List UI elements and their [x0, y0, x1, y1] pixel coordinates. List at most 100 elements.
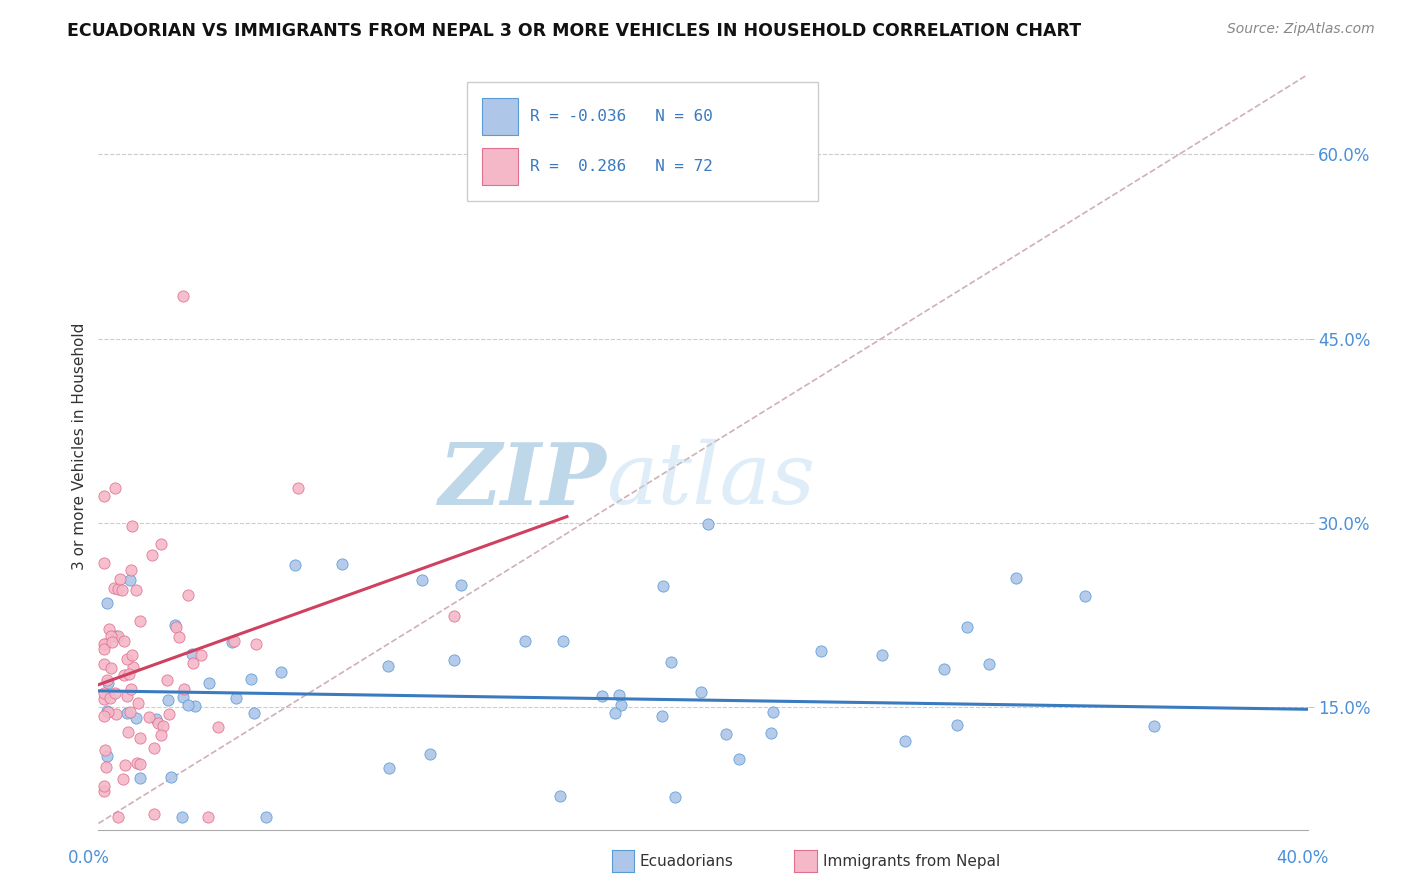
Point: [411, 574, 433, 588]
Point: [122, 660, 145, 674]
Point: [156, 673, 179, 687]
Point: [165, 620, 187, 634]
Y-axis label: 3 or more Vehicles in Household: 3 or more Vehicles in Household: [72, 322, 87, 570]
Point: [284, 558, 307, 573]
Point: [94, 743, 117, 757]
Point: [104, 629, 127, 643]
Point: [377, 659, 399, 673]
Point: [240, 672, 263, 686]
Point: [120, 573, 142, 587]
Point: [548, 789, 571, 804]
Point: [104, 481, 127, 495]
Point: [93, 641, 115, 656]
Point: [96, 759, 118, 773]
Point: [120, 682, 142, 697]
Text: Source: ZipAtlas.com: Source: ZipAtlas.com: [1227, 22, 1375, 37]
Point: [93, 637, 115, 651]
Point: [152, 719, 174, 733]
Point: [93, 709, 115, 723]
Point: [142, 740, 165, 755]
Point: [103, 582, 125, 596]
Text: ECUADORIAN VS IMMIGRANTS FROM NEPAL 3 OR MORE VEHICLES IN HOUSEHOLD CORRELATION : ECUADORIAN VS IMMIGRANTS FROM NEPAL 3 OR…: [67, 22, 1081, 40]
Bar: [482, 98, 517, 136]
Point: [761, 726, 783, 740]
Point: [117, 706, 139, 720]
Text: 40.0%: 40.0%: [1277, 849, 1329, 867]
Point: [100, 661, 122, 675]
Point: [173, 681, 195, 696]
Point: [108, 572, 131, 586]
Point: [93, 557, 115, 571]
Point: [150, 728, 173, 742]
Point: [956, 620, 979, 634]
Point: [167, 630, 190, 644]
Point: [287, 481, 309, 495]
Point: [93, 657, 115, 671]
Point: [607, 688, 630, 702]
Point: [225, 690, 247, 705]
Point: [93, 685, 115, 699]
Point: [128, 772, 150, 786]
Point: [93, 784, 115, 798]
Point: [651, 709, 673, 723]
Text: 0.0%: 0.0%: [67, 849, 110, 867]
Point: [172, 810, 194, 824]
Point: [129, 756, 152, 771]
Point: [591, 690, 613, 704]
Point: [117, 724, 139, 739]
Point: [977, 657, 1000, 671]
Point: [728, 752, 751, 766]
Point: [93, 637, 115, 651]
Point: [177, 698, 200, 712]
Point: [224, 633, 246, 648]
Point: [112, 772, 135, 786]
Point: [115, 690, 138, 704]
Point: [810, 643, 832, 657]
Point: [696, 517, 718, 532]
Point: [450, 578, 472, 592]
Point: [138, 709, 160, 723]
Point: [93, 489, 115, 503]
Point: [145, 712, 167, 726]
Point: [120, 563, 142, 577]
Point: [163, 617, 186, 632]
Point: [1074, 589, 1097, 603]
Point: [107, 629, 129, 643]
Point: [141, 548, 163, 562]
Text: R = -0.036   N = 60: R = -0.036 N = 60: [530, 110, 713, 124]
Point: [143, 806, 166, 821]
Text: atlas: atlas: [606, 439, 815, 522]
Point: [97, 705, 120, 719]
Point: [714, 727, 737, 741]
Point: [172, 690, 194, 705]
Point: [243, 706, 266, 721]
Point: [112, 633, 135, 648]
Point: [96, 704, 118, 718]
Point: [181, 657, 204, 671]
Point: [513, 634, 536, 648]
Point: [128, 731, 150, 746]
Point: [127, 756, 149, 771]
Point: [872, 648, 894, 663]
Point: [115, 651, 138, 665]
Point: [551, 634, 574, 648]
Point: [610, 698, 633, 713]
Bar: [482, 148, 517, 186]
Point: [690, 685, 713, 699]
Text: Immigrants from Nepal: Immigrants from Nepal: [823, 855, 1000, 869]
Point: [183, 699, 205, 714]
Point: [603, 706, 626, 720]
Point: [198, 675, 221, 690]
Point: [932, 662, 955, 676]
Point: [112, 668, 135, 682]
FancyBboxPatch shape: [467, 81, 818, 201]
Point: [96, 748, 118, 763]
Point: [98, 691, 121, 706]
Point: [157, 707, 180, 722]
Point: [1005, 571, 1028, 585]
Point: [221, 635, 243, 649]
Point: [101, 635, 124, 649]
Point: [100, 629, 122, 643]
Point: [157, 693, 180, 707]
Point: [107, 582, 129, 597]
